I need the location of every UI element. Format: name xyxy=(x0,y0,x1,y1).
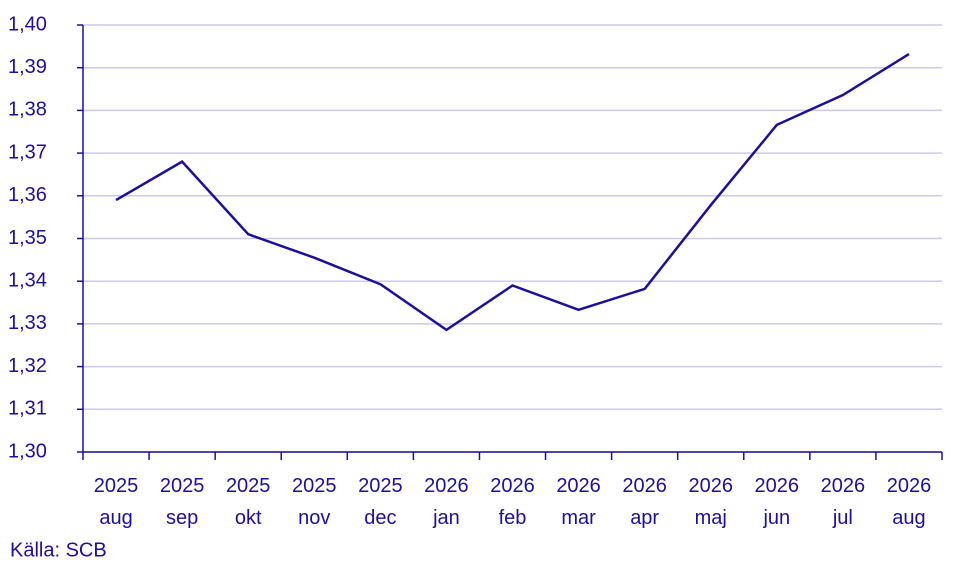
x-tick-label: 2026 feb xyxy=(490,475,535,529)
y-tick-label: 1,38 xyxy=(8,99,47,121)
y-tick-label: 1,30 xyxy=(8,440,47,462)
x-tick-label-box: 2025 nov xyxy=(292,475,337,529)
x-tick-label: 2026 jun xyxy=(754,475,800,529)
y-tick-label: 1,36 xyxy=(8,184,47,206)
y-tick-label: 1,31 xyxy=(8,398,47,420)
y-tick-label: 1,40 xyxy=(8,13,47,35)
x-tick-label-box: 2026 maj xyxy=(688,475,733,529)
y-tick-label: 1,39 xyxy=(8,56,47,78)
x-tick-label: 2025 nov xyxy=(292,475,337,529)
x-tick-label: 2025 sep xyxy=(159,475,205,529)
x-tick-label-box: 2025 dec xyxy=(358,475,403,529)
x-tick-label-box: 2026 apr xyxy=(622,475,667,529)
x-tick-label-box: 2025 aug xyxy=(93,475,139,529)
x-tick-label: 2026 apr xyxy=(622,475,667,529)
line xyxy=(115,52,910,332)
x-tick-label-box: 2026 jul xyxy=(820,475,866,529)
y-tick-label: 1,33 xyxy=(8,312,47,334)
y-tick-label: 1,37 xyxy=(8,141,47,163)
x-tick-label: 2025 aug xyxy=(93,475,139,529)
x-tick-label-box: 2026 feb xyxy=(490,475,535,529)
x-tick-label-box: 2026 aug xyxy=(886,475,932,529)
x-tick-label-box: 2025 sep xyxy=(159,475,205,529)
x-tick-label-box: 2026 mar xyxy=(556,475,601,529)
x-tick-label: 2026 jan xyxy=(424,475,469,529)
x-tick-label: 2026 aug xyxy=(886,475,932,529)
x-tick-label: 2026 maj xyxy=(688,475,733,529)
x-tick-label-box: 2025 okt xyxy=(225,475,271,529)
y-tick-label: 1,32 xyxy=(8,355,47,377)
x-tick-label: 2026 jul xyxy=(820,475,866,529)
x-tick-label: 2025 okt xyxy=(225,475,271,529)
y-tick-label: 1,34 xyxy=(8,269,47,291)
y-tick-label: 1,35 xyxy=(8,227,47,249)
x-tick-label: 2025 dec xyxy=(358,475,403,529)
source: Källa: SCB xyxy=(10,539,107,561)
x-tick-label: 2026 mar xyxy=(556,475,601,529)
x-tick-label-box: 2026 jan xyxy=(424,475,469,529)
x-tick-label-box: 2026 jun xyxy=(754,475,800,529)
